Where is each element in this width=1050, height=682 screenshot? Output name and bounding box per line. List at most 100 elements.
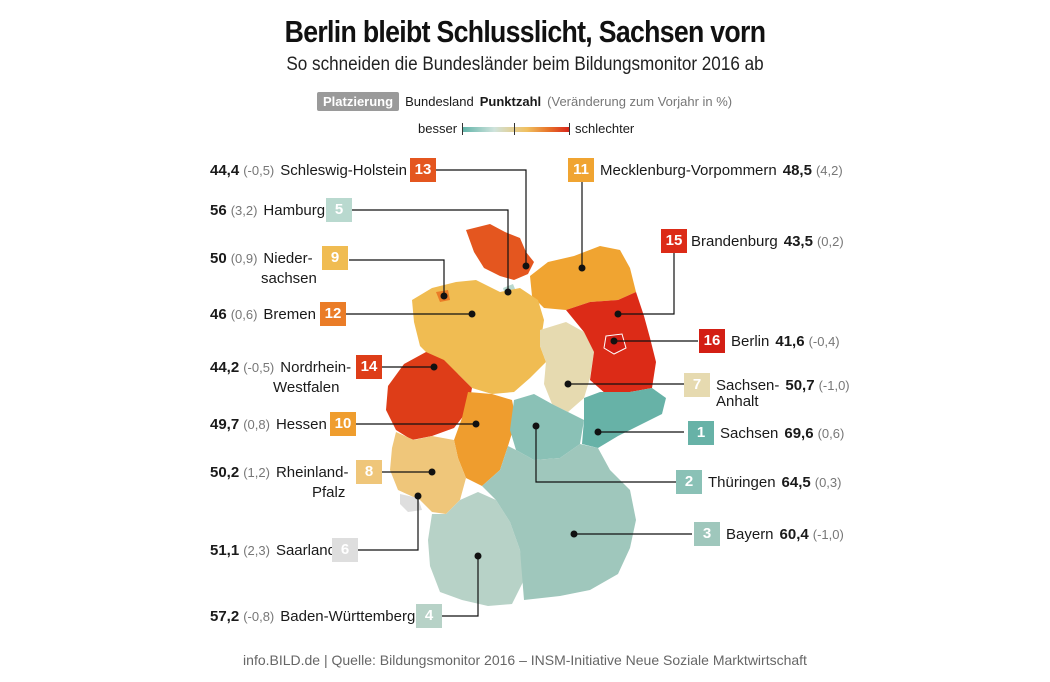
state-schleswig-holstein[interactable] — [466, 224, 534, 280]
score-sachsen-anhalt: 50,7 — [785, 376, 815, 394]
name-sachsen: Sachsen — [720, 424, 779, 442]
label-schleswig-holstein: 44,4 (-0,5) Schleswig-Holstein — [210, 158, 407, 182]
name-bremen: Bremen — [263, 305, 316, 323]
rank-sachsen: 1 — [688, 421, 714, 445]
name-rheinland-pfalz-2: Pfalz — [312, 484, 346, 501]
score-nordrhein-westfalen: 44,2 — [210, 358, 240, 376]
label-hessen: 49,7 (0,8) Hessen — [210, 412, 327, 436]
change-baden-wuerttemberg: (-0,8) — [243, 608, 275, 624]
score-mecklenburg-vorpommern: 48,5 — [782, 161, 812, 179]
change-berlin: (-0,4) — [808, 333, 840, 349]
change-mecklenburg-vorpommern: (4,2) — [815, 162, 843, 178]
legend-rank-badge: Platzierung — [317, 91, 400, 111]
legend-state-label: Bundesland — [405, 93, 474, 109]
rank-thueringen: 2 — [676, 470, 702, 494]
score-schleswig-holstein: 44,4 — [210, 161, 240, 179]
name-sachsen-anhalt-1: Sachsen- — [716, 376, 780, 394]
change-niedersachsen: (0,9) — [230, 250, 258, 266]
name-sachsen-anhalt-2: Anhalt — [716, 393, 759, 410]
name-niedersachsen-1: Nieder- — [263, 249, 313, 267]
label-mecklenburg-vorpommern: Mecklenburg-Vorpommern 48,5 (4,2) — [600, 158, 843, 182]
legend-change-label: (Veränderung zum Vorjahr in %) — [547, 93, 733, 109]
change-saarland: (2,3) — [243, 542, 270, 558]
score-hamburg: 56 — [210, 201, 227, 219]
legend-score-label: Punktzahl — [479, 93, 542, 109]
score-baden-wuerttemberg: 57,2 — [210, 607, 240, 625]
change-nordrhein-westfalen: (-0,5) — [243, 359, 275, 375]
page-title: Berlin bleibt Schlusslicht, Sachsen vorn — [284, 14, 766, 49]
name-baden-wuerttemberg: Baden-Württemberg — [280, 607, 416, 625]
state-hessen[interactable] — [454, 392, 516, 486]
label-bremen: 46 (0,6) Bremen — [210, 302, 316, 326]
state-bayern[interactable] — [482, 444, 636, 600]
name-niedersachsen-2: sachsen — [261, 270, 317, 287]
score-bremen: 46 — [210, 305, 227, 323]
score-rheinland-pfalz: 50,2 — [210, 463, 240, 481]
state-thueringen[interactable] — [510, 394, 584, 460]
scale-tick — [462, 123, 463, 135]
score-thueringen: 64,5 — [781, 473, 811, 491]
label-sachsen-anhalt: Sachsen- 50,7 (-1,0) — [716, 373, 850, 397]
score-saarland: 51,1 — [210, 541, 240, 559]
name-berlin: Berlin — [731, 332, 770, 350]
score-niedersachsen: 50 — [210, 249, 227, 267]
leader-lines — [346, 169, 698, 617]
name-schleswig-holstein: Schleswig-Holstein — [280, 161, 407, 179]
label-saarland: 51,1 (2,3) Saarland — [210, 538, 336, 562]
rank-rheinland-pfalz: 8 — [356, 460, 382, 484]
name-nordrhein-westfalen-2: Westfalen — [273, 379, 340, 396]
score-bayern: 60,4 — [779, 525, 809, 543]
label-brandenburg: Brandenburg 43,5 (0,2) — [691, 229, 844, 253]
name-nordrhein-westfalen-1: Nordrhein- — [280, 358, 352, 376]
score-brandenburg: 43,5 — [783, 232, 813, 250]
score-sachsen: 69,6 — [784, 424, 814, 442]
label-nordrhein-westfalen: 44,2 (-0,5) Nordrhein- — [210, 355, 351, 379]
rank-bayern: 3 — [694, 522, 720, 546]
scale-better-label: besser — [418, 121, 458, 136]
scale-worse-label: schlechter — [575, 121, 635, 136]
rank-hessen: 10 — [330, 412, 356, 436]
change-schleswig-holstein: (-0,5) — [243, 162, 275, 178]
state-mecklenburg-vorpommern[interactable] — [530, 246, 636, 310]
state-sachsen[interactable] — [582, 388, 666, 448]
change-rheinland-pfalz: (1,2) — [243, 464, 270, 480]
label-rheinland-pfalz: 50,2 (1,2) Rheinland- — [210, 460, 348, 484]
state-sachsen-anhalt[interactable] — [540, 322, 594, 412]
change-thueringen: (0,3) — [814, 474, 842, 490]
rank-bremen: 12 — [320, 302, 346, 326]
rank-berlin: 16 — [699, 329, 725, 353]
leader-dots — [414, 262, 622, 560]
change-sachsen: (0,6) — [817, 425, 845, 441]
change-hessen: (0,8) — [243, 416, 270, 432]
label-bayern: Bayern 60,4 (-1,0) — [726, 522, 844, 546]
state-baden-wuerttemberg[interactable] — [428, 492, 524, 606]
rank-nordrhein-westfalen: 14 — [356, 355, 382, 379]
color-scale-bar — [462, 127, 570, 132]
rank-niedersachsen: 9 — [322, 246, 348, 270]
scale-tick — [514, 123, 515, 135]
rank-mecklenburg-vorpommern: 11 — [568, 158, 594, 182]
source-footer: info.BILD.de | Quelle: Bildungsmonitor 2… — [243, 652, 807, 668]
label-berlin: Berlin 41,6 (-0,4) — [731, 329, 840, 353]
change-bayern: (-1,0) — [812, 526, 844, 542]
rank-sachsen-anhalt: 7 — [684, 373, 710, 397]
change-bremen: (0,6) — [230, 306, 258, 322]
scale-tick — [569, 123, 570, 135]
state-rheinland-pfalz[interactable] — [390, 432, 466, 514]
name-thueringen: Thüringen — [708, 473, 776, 491]
label-sachsen: Sachsen 69,6 (0,6) — [720, 421, 844, 445]
score-hessen: 49,7 — [210, 415, 240, 433]
page-subtitle: So schneiden die Bundesländer beim Bildu… — [286, 54, 764, 75]
label-thueringen: Thüringen 64,5 (0,3) — [708, 470, 841, 494]
rank-schleswig-holstein: 13 — [410, 158, 436, 182]
label-baden-wuerttemberg: 57,2 (-0,8) Baden-Württemberg — [210, 604, 415, 628]
rank-baden-wuerttemberg: 4 — [416, 604, 442, 628]
change-sachsen-anhalt: (-1,0) — [818, 377, 850, 393]
rank-hamburg: 5 — [326, 198, 352, 222]
name-bayern: Bayern — [726, 525, 774, 543]
name-hessen: Hessen — [275, 415, 327, 433]
change-hamburg: (3,2) — [230, 202, 258, 218]
name-mecklenburg-vorpommern: Mecklenburg-Vorpommern — [600, 161, 777, 179]
state-nordrhein-westfalen[interactable] — [386, 352, 472, 440]
